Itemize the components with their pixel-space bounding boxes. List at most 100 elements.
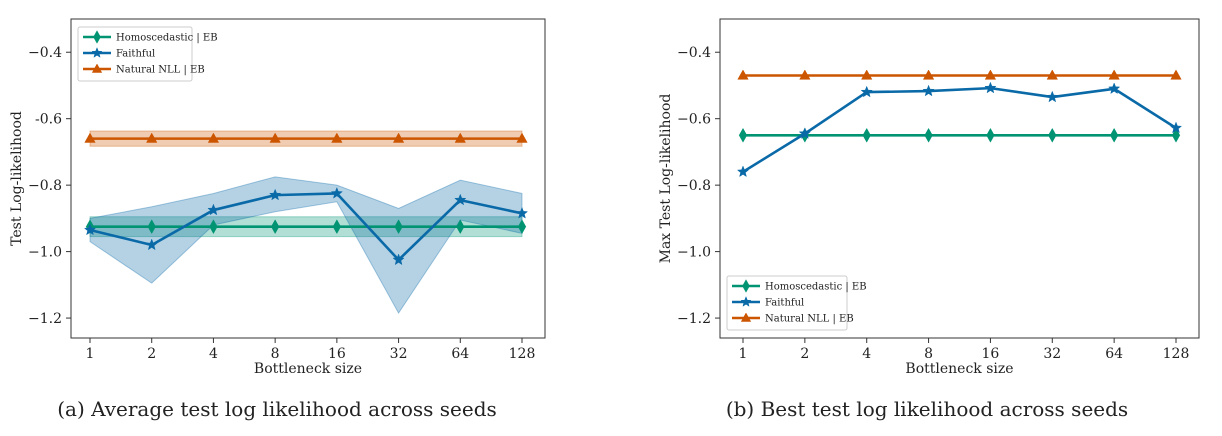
axes-frame: [719, 18, 1200, 339]
data-point: [1169, 121, 1183, 134]
data-point: [1048, 127, 1057, 143]
legend-label: Homoscedastic | EB: [765, 282, 867, 293]
x-tick-label: 4: [862, 346, 871, 362]
data-point: [146, 132, 158, 143]
x-tick-label: 2: [800, 346, 809, 362]
y-tick-label: −1.0: [677, 245, 711, 261]
figure-caption: (a) Average test log likelihood across s…: [57, 397, 497, 421]
x-tick-label: 16: [982, 346, 1000, 362]
legend-marker: [91, 47, 103, 58]
x-tick-label: 64: [1105, 346, 1123, 362]
data-point: [860, 85, 873, 98]
data-point: [392, 253, 405, 266]
data-point: [207, 203, 220, 216]
data-point: [516, 132, 528, 143]
legend-marker: [740, 296, 752, 307]
x-tick-label: 2: [147, 346, 156, 362]
data-point: [1046, 90, 1059, 103]
data-point: [83, 223, 97, 236]
data-point: [922, 69, 935, 80]
legend-box: [726, 275, 848, 331]
x-tick-label: 32: [1043, 346, 1061, 362]
y-tick-label: −0.4: [28, 45, 62, 61]
data-point: [984, 69, 997, 80]
data-point: [736, 165, 750, 178]
data-point: [515, 206, 529, 219]
data-point: [798, 127, 812, 139]
legend-label: Homoscedastic | EB: [116, 33, 218, 44]
data-point: [209, 219, 218, 235]
data-point: [861, 69, 873, 80]
x-tick-label: 64: [451, 346, 469, 362]
data-point: [1108, 69, 1120, 80]
data-point: [1171, 127, 1181, 143]
chart-panel-b: −1.2 −1.0 −0.8 −0.6 −0.4 1 2 4 8 16 32 64 128 Bottlen…: [658, 18, 1200, 421]
legend-marker: [742, 279, 750, 293]
y-tick-label: −1.2: [28, 311, 62, 327]
y-tick-label: −0.4: [677, 45, 711, 61]
legend-box: [77, 26, 193, 82]
x-tick-label: 128: [509, 346, 536, 362]
legend-marker: [91, 63, 103, 73]
y-tick-label: −0.8: [28, 178, 62, 194]
y-tick-label: −1.0: [28, 245, 62, 261]
x-axis-label: Bottleneck size: [905, 361, 1013, 377]
y-tick-label: −1.2: [677, 311, 711, 327]
legend-label: Natural NLL | EB: [765, 314, 854, 325]
y-axis-label: Max Test Log-likelihood: [658, 94, 674, 264]
y-axis-label: Test Log-likelihood: [9, 111, 25, 246]
data-point: [332, 219, 341, 235]
data-point: [738, 127, 748, 143]
data-point: [330, 186, 344, 199]
data-point: [1107, 82, 1121, 95]
x-axis-label: Bottleneck size: [254, 361, 362, 377]
data-point: [1046, 69, 1058, 80]
y-tick-label: -0.6: [35, 112, 62, 128]
data-point: [207, 132, 220, 143]
legend-marker: [93, 30, 101, 44]
data-point: [517, 219, 527, 235]
x-tick-label: 8: [271, 346, 280, 362]
x-tick-label: 1: [739, 346, 748, 362]
figure-caption: (b) Best test log likelihood across seed…: [726, 397, 1128, 421]
x-tick-label: 128: [1163, 346, 1190, 362]
data-point: [268, 188, 282, 201]
data-point: [862, 127, 871, 143]
x-tick-label: 8: [924, 346, 933, 362]
data-point: [1170, 69, 1182, 80]
data-point: [269, 132, 281, 143]
data-point: [394, 219, 403, 235]
legend-label: Faithful: [765, 298, 804, 309]
legend-label: Faithful: [116, 49, 155, 60]
legend: Homoscedastic | EB Faithful Natural NLL | …: [726, 275, 867, 331]
data-point: [145, 238, 158, 251]
x-tick-label: 16: [328, 346, 346, 362]
x-tick-label: 4: [209, 346, 218, 362]
data-point: [392, 132, 405, 143]
data-point: [922, 84, 935, 97]
series-line-1: [89, 192, 523, 262]
axes-frame: [70, 18, 546, 339]
data-point: [984, 81, 997, 94]
series-line-1: [742, 86, 1177, 173]
x-tick-label: 32: [390, 346, 408, 362]
data-point: [454, 193, 467, 206]
data-point: [737, 69, 749, 80]
y-tick-label: −0.8: [677, 178, 711, 194]
data-point: [1110, 127, 1119, 143]
data-point: [331, 132, 343, 143]
data-point: [986, 127, 995, 143]
data-point: [456, 219, 465, 235]
legend-marker: [740, 312, 752, 322]
data-point: [84, 132, 96, 143]
y-tick-label: −0.6: [677, 112, 711, 128]
data-point: [147, 219, 156, 235]
legend: Homoscedastic | EB Faithful Natural NLL | …: [77, 26, 218, 82]
data-point: [799, 69, 811, 80]
x-tick-label: 1: [86, 346, 95, 362]
data-point: [271, 219, 280, 235]
data-point: [924, 127, 933, 143]
legend-label: Natural NLL | EB: [116, 65, 205, 76]
data-point: [454, 132, 466, 143]
